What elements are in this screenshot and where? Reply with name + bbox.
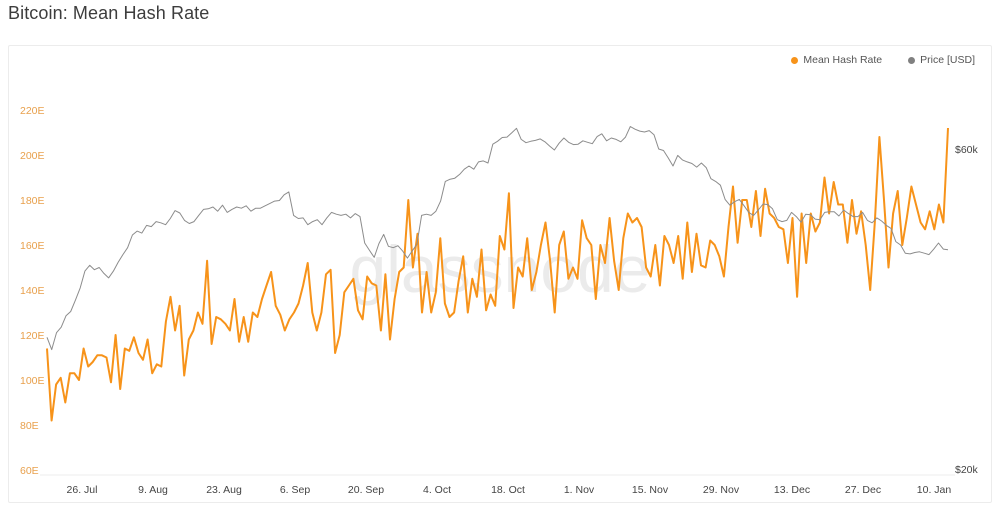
legend-item-mean-hash-rate[interactable]: Mean Hash Rate [791, 54, 882, 66]
x-axis-tick-label: 10. Jan [917, 484, 952, 496]
x-axis-tick-label: 18. Oct [491, 484, 525, 496]
legend-item-price[interactable]: Price [USD] [908, 54, 975, 66]
legend-dot-icon [791, 56, 799, 64]
y-axis-tick-label: 220E [20, 105, 45, 117]
y2-axis-tick-label: $20k [955, 464, 979, 476]
price-line[interactable] [46, 126, 949, 351]
x-axis-tick-label: 27. Dec [845, 484, 881, 496]
y-axis-tick-label: 100E [20, 375, 45, 387]
hash-rate-line[interactable] [46, 127, 949, 422]
y2-axis-tick-label: $60k [955, 144, 979, 156]
x-axis-tick-label: 23. Aug [206, 484, 242, 496]
x-axis-tick-label: 26. Jul [67, 484, 98, 496]
x-axis-tick-label: 6. Sep [280, 484, 311, 496]
x-axis-tick-label: 13. Dec [774, 484, 810, 496]
y-axis-tick-label: 160E [20, 240, 45, 252]
y-axis-tick-label: 180E [20, 195, 45, 207]
page-title: Bitcoin: Mean Hash Rate [8, 3, 210, 23]
x-axis-tick-label: 29. Nov [703, 484, 740, 496]
x-axis-tick-label: 20. Sep [348, 484, 384, 496]
y-axis-tick-label: 120E [20, 330, 45, 342]
y-axis-tick-label: 140E [20, 285, 45, 297]
x-axis-tick-label: 15. Nov [632, 484, 669, 496]
legend-label: Mean Hash Rate [803, 54, 883, 66]
y-axis-tick-label: 60E [20, 465, 39, 477]
y-axis-tick-label: 200E [20, 150, 45, 162]
legend-dot-icon [908, 56, 916, 64]
legend-label: Price [USD] [920, 54, 975, 66]
chart-card: Mean Hash Rate Price [USD] [8, 45, 992, 503]
x-axis-tick-label: 9. Aug [138, 484, 168, 496]
y-axis-tick-label: 80E [20, 420, 39, 432]
x-axis-tick-label: 4. Oct [423, 484, 451, 496]
chart-legend: Mean Hash Rate Price [USD] [791, 54, 975, 66]
x-axis-tick-label: 1. Nov [564, 484, 595, 496]
